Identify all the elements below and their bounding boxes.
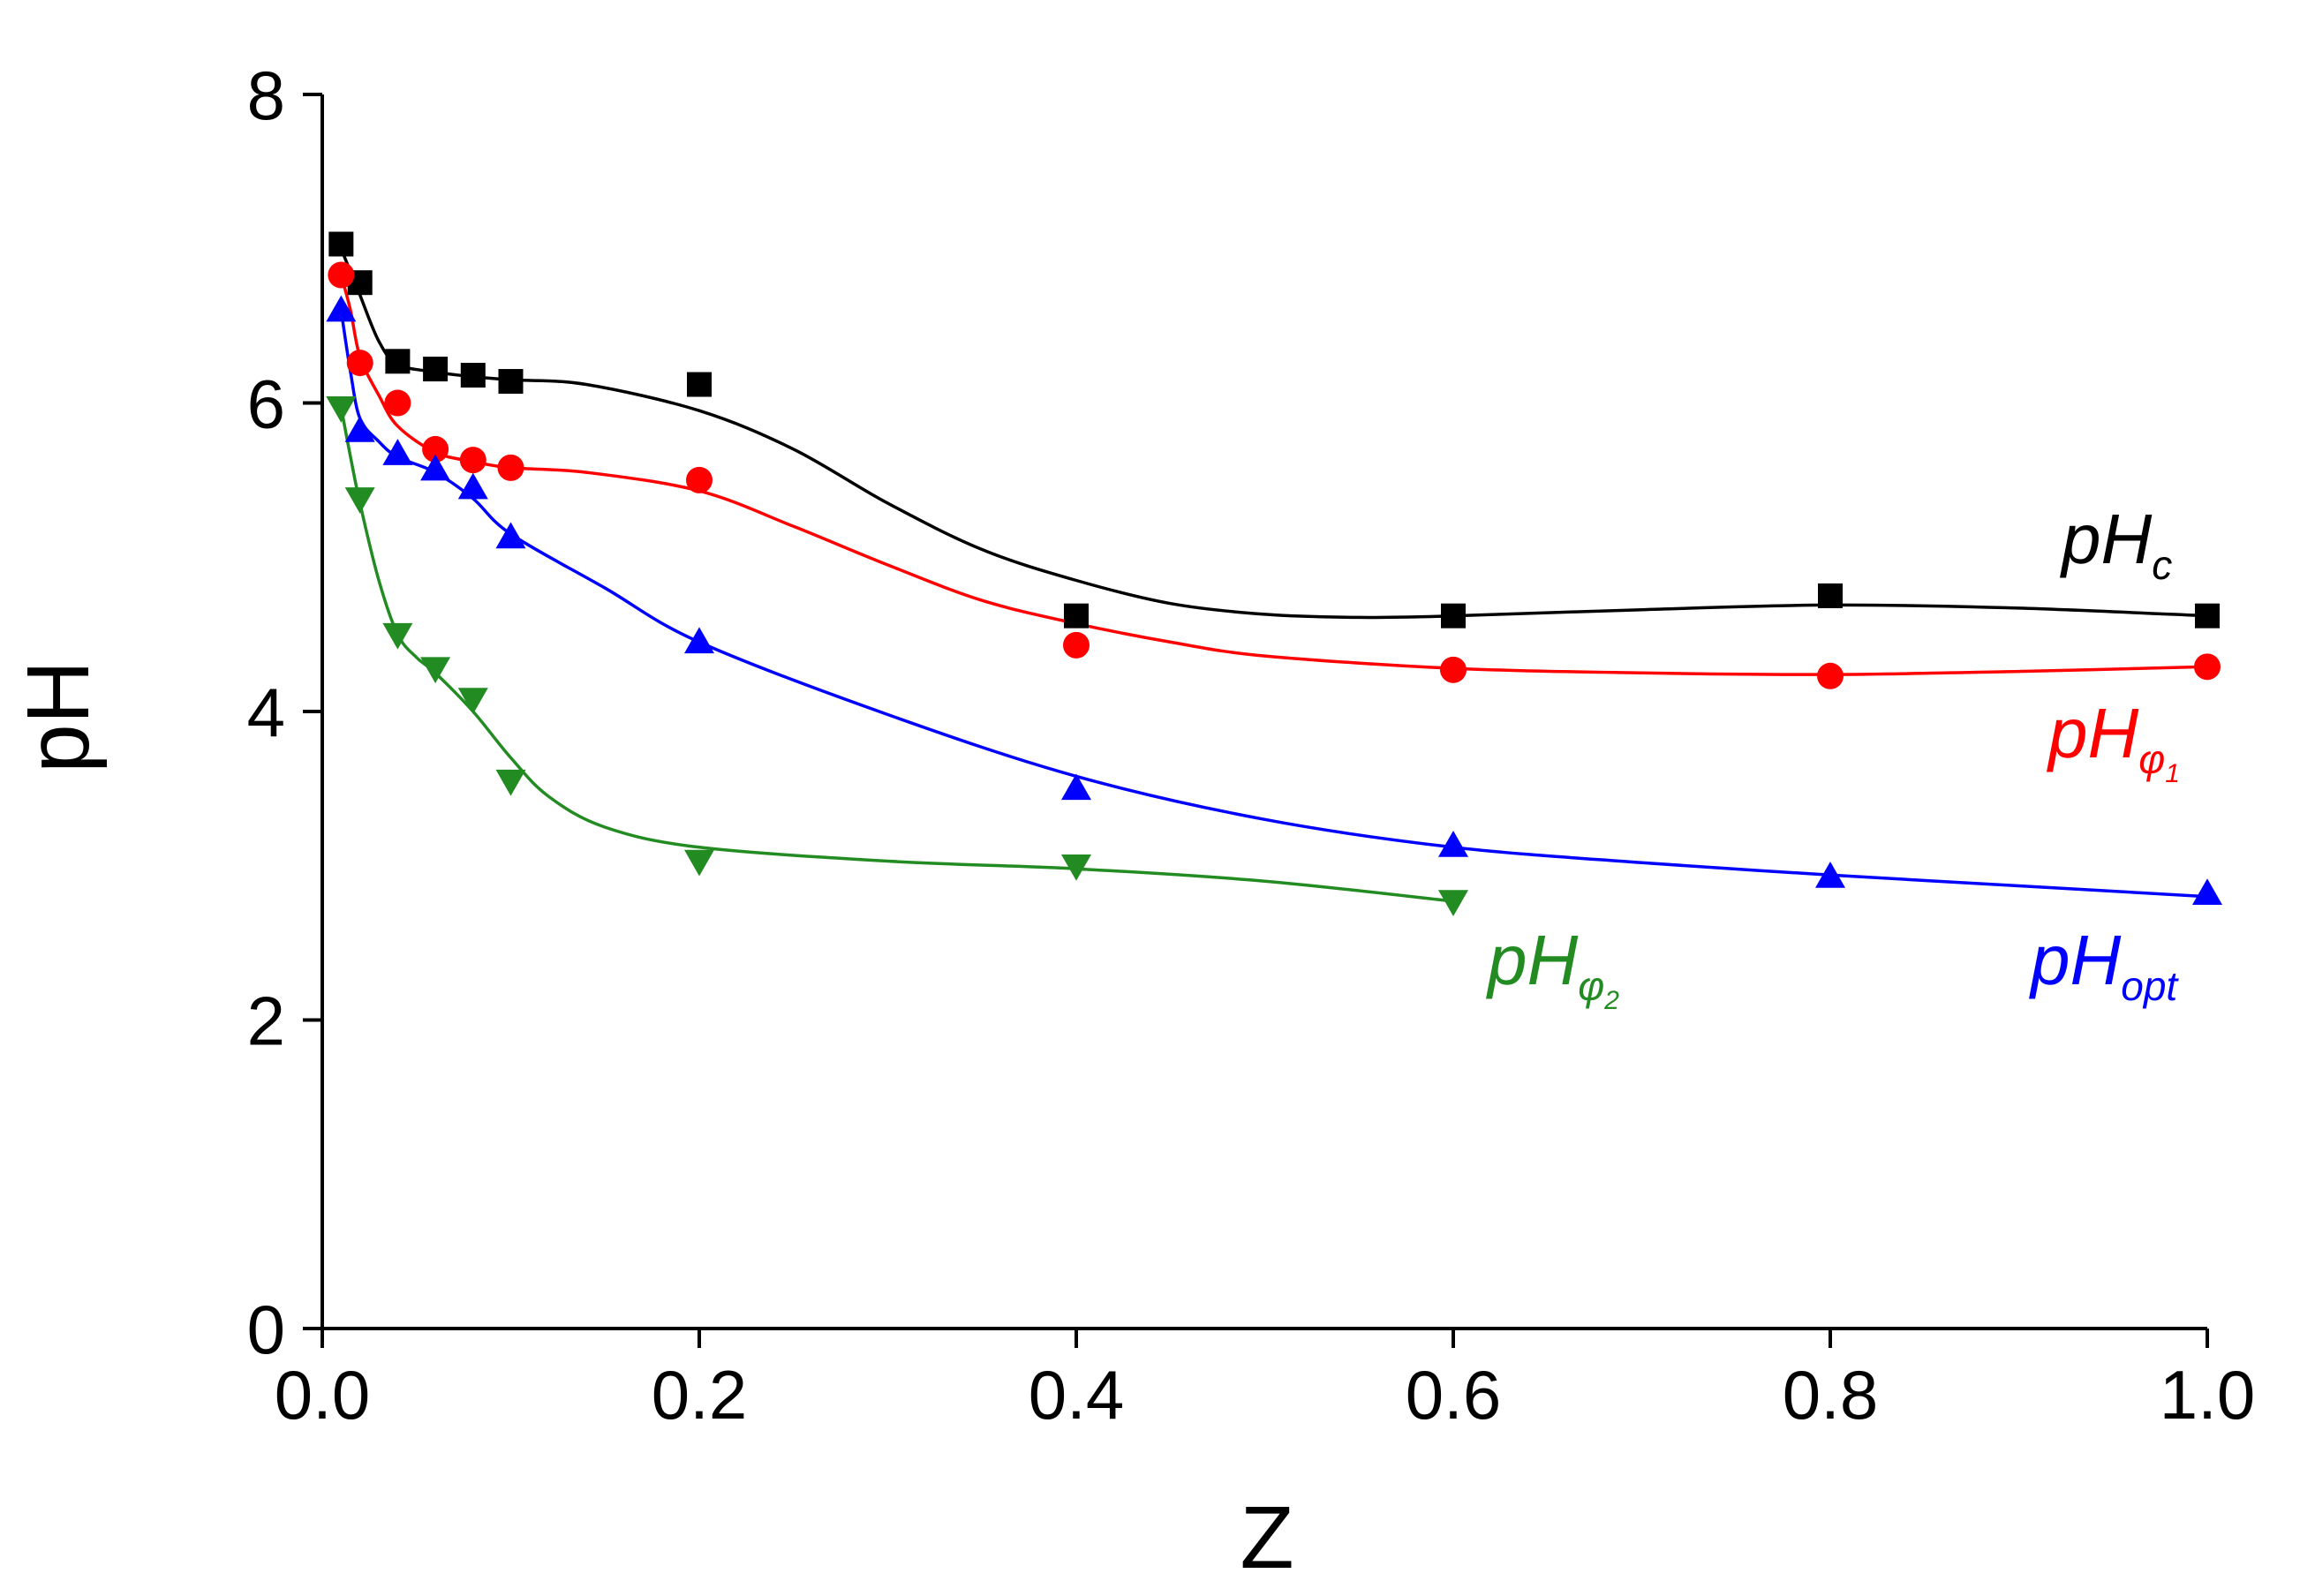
data-point-pHφ1-7 (1063, 631, 1090, 659)
data-point-pHc-10 (2195, 603, 2220, 629)
x-ticks: 0.0 0.2 0.4 0.6 0.8 1.0 (275, 1329, 2255, 1434)
data-point-pHopt-1 (344, 415, 375, 442)
data-point-pHφ1-5 (497, 454, 524, 481)
y-tick-label: 6 (247, 365, 285, 443)
data-point-pHφ1-8 (1440, 656, 1467, 683)
x-tick-label: 0.0 (275, 1356, 370, 1434)
data-point-pHopt-10 (2192, 878, 2222, 905)
series-line-pHφ2 (339, 407, 1454, 903)
data-point-pHφ1-2 (384, 389, 411, 417)
data-point-pHc-4 (460, 363, 486, 388)
data-point-pHopt-8 (1438, 831, 1468, 857)
y-ticks: 0 2 4 6 8 (247, 56, 322, 1368)
data-point-pHφ1-1 (346, 350, 373, 377)
data-point-pHφ1-4 (459, 447, 486, 474)
data-point-pHc-3 (423, 357, 449, 382)
data-point-pHc-6 (687, 372, 712, 397)
data-point-pHφ2-7 (1061, 854, 1091, 881)
x-tick-label: 0.6 (1406, 1356, 1501, 1434)
data-point-pHφ2-8 (1438, 890, 1468, 916)
series-line-pHc (339, 248, 2208, 620)
series-label-pHφ2: pHφ2 (1486, 921, 1619, 1015)
data-point-pHφ2-5 (495, 769, 526, 796)
data-point-pHφ1-3 (422, 435, 449, 463)
data-point-pHφ2-6 (684, 849, 714, 877)
series-line-pHφ1 (339, 275, 2208, 676)
y-tick-label: 4 (247, 674, 285, 751)
y-axis-title: pH (9, 660, 108, 773)
data-point-pHφ2-2 (382, 622, 413, 650)
data-point-pHφ1-0 (328, 261, 355, 289)
data-point-pHc-0 (328, 231, 354, 257)
y-tick-label: 8 (247, 56, 285, 134)
data-point-pHφ2-4 (457, 688, 488, 715)
x-tick-label: 0.4 (1029, 1356, 1124, 1434)
data-point-pHopt-5 (495, 522, 526, 549)
x-tick-label: 0.2 (652, 1356, 747, 1434)
y-tick-label: 0 (247, 1291, 285, 1368)
data-point-pHopt-0 (326, 295, 357, 322)
data-point-pHφ2-1 (344, 487, 375, 514)
axes (320, 94, 2207, 1330)
data-point-pHc-5 (498, 369, 524, 395)
data-point-pHφ1-6 (686, 466, 713, 493)
data-point-pHopt-9 (1815, 861, 1845, 888)
series-curves (339, 248, 2208, 903)
series-label-pHc: pHc (2060, 500, 2172, 588)
series-label-pHφ1: pHφ1 (2047, 694, 2180, 788)
data-point-pHφ1-10 (2194, 653, 2221, 681)
series-label-pHopt: pHopt (2029, 921, 2179, 1009)
series-line-pHopt (339, 310, 2208, 899)
data-point-pHopt-4 (457, 472, 488, 500)
data-point-pHopt-2 (382, 439, 413, 465)
data-point-pHc-2 (385, 349, 411, 374)
data-point-pHφ2-0 (326, 395, 357, 423)
data-point-pHopt-7 (1061, 773, 1091, 801)
series-labels: pHc pHφ1 pHopt pHφ2 (1486, 500, 2180, 1015)
x-tick-label: 0.8 (1783, 1356, 1878, 1434)
x-tick-label: 1.0 (2160, 1356, 2255, 1434)
data-point-pHc-7 (1064, 603, 1089, 629)
data-point-pHopt-3 (420, 454, 451, 481)
data-point-pHφ1-9 (1817, 662, 1844, 689)
data-point-pHc-9 (1818, 583, 1843, 608)
data-point-pHφ2-3 (420, 657, 451, 684)
series-markers (326, 231, 2222, 916)
data-point-pHopt-6 (684, 627, 714, 654)
x-axis-title: Z (1240, 1488, 1293, 1587)
data-point-pHc-8 (1441, 603, 1466, 629)
y-tick-label: 2 (247, 982, 285, 1060)
